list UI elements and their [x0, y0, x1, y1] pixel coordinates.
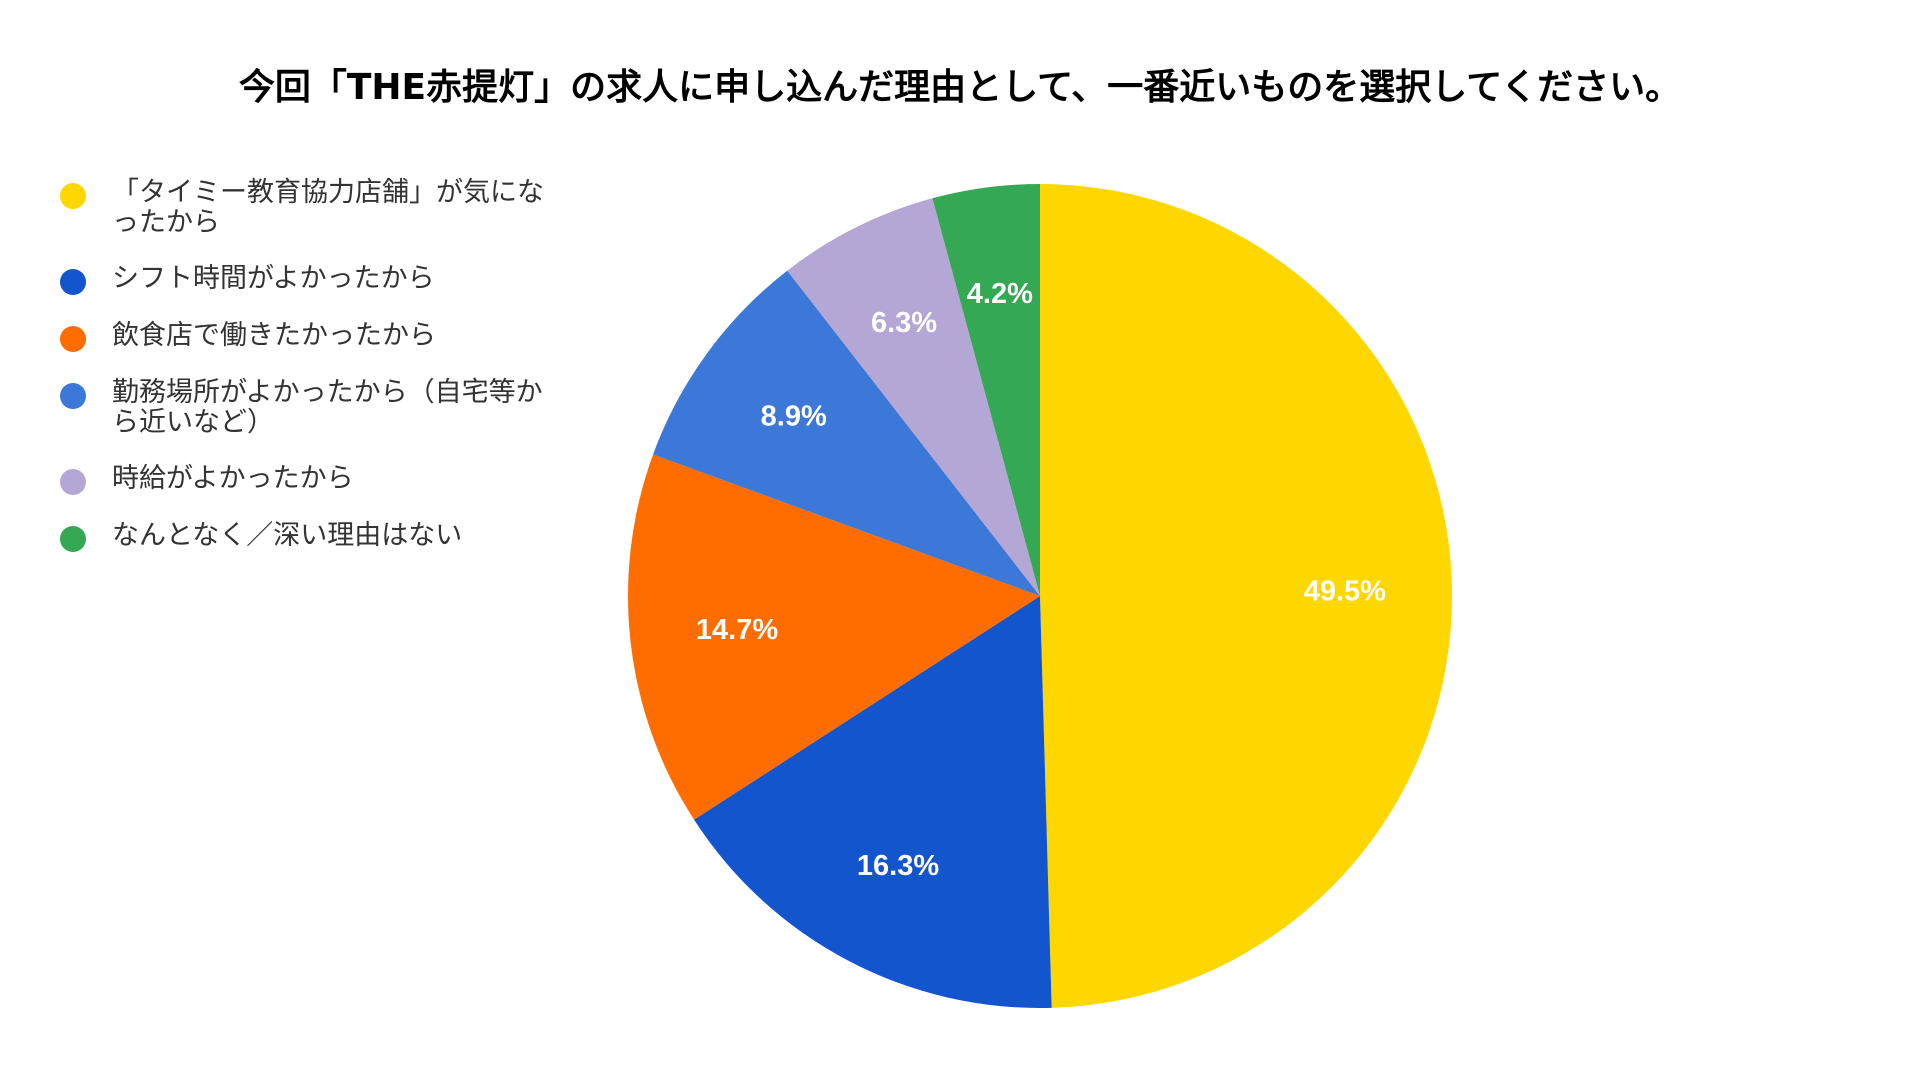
- chart-title: 今回「THE赤提灯」の求人に申し込んだ理由として、一番近いものを選択してください…: [238, 67, 1682, 108]
- legend-item: 飲食店で働きたかったから: [60, 321, 580, 352]
- slice-value-label: 6.3%: [871, 307, 937, 339]
- pie-slice: [694, 596, 1052, 1008]
- legend-swatch: [60, 326, 86, 352]
- legend-label: シフト時間がよかったから: [112, 263, 435, 294]
- legend-swatch: [60, 469, 86, 495]
- legend-label: 「タイミー教育協力店舗」が気になったから: [112, 177, 544, 238]
- legend-item: 時給がよかったから: [60, 464, 580, 495]
- pie-slice: [932, 184, 1040, 596]
- legend: 「タイミー教育協力店舗」が気になったから シフト時間がよかったから 飲食店で働き…: [60, 178, 580, 578]
- pie-slice: [653, 270, 1040, 596]
- legend-label: 勤務場所がよかったから（自宅等から近いなど）: [112, 377, 543, 438]
- legend-label: 時給がよかったから: [112, 463, 354, 494]
- legend-swatch: [60, 526, 86, 552]
- legend-item: シフト時間がよかったから: [60, 264, 580, 295]
- pie-slice: [627, 454, 1040, 820]
- legend-swatch: [60, 269, 86, 295]
- slice-value-label: 14.7%: [696, 614, 778, 646]
- legend-label: なんとなく／深い理由はない: [112, 520, 463, 551]
- slice-value-label: 8.9%: [761, 400, 827, 432]
- pie-slice: [1040, 184, 1453, 1008]
- legend-label: 飲食店で働きたかったから: [112, 320, 436, 351]
- legend-swatch: [60, 383, 86, 409]
- legend-item: なんとなく／深い理由はない: [60, 521, 580, 552]
- slice-value-label: 16.3%: [857, 850, 939, 882]
- slice-value-label: 4.2%: [967, 278, 1033, 310]
- legend-item: 勤務場所がよかったから（自宅等から近いなど）: [60, 378, 580, 438]
- slice-value-label: 49.5%: [1304, 576, 1386, 608]
- legend-item: 「タイミー教育協力店舗」が気になったから: [60, 178, 580, 238]
- legend-swatch: [60, 183, 86, 209]
- pie-slice: [787, 198, 1040, 596]
